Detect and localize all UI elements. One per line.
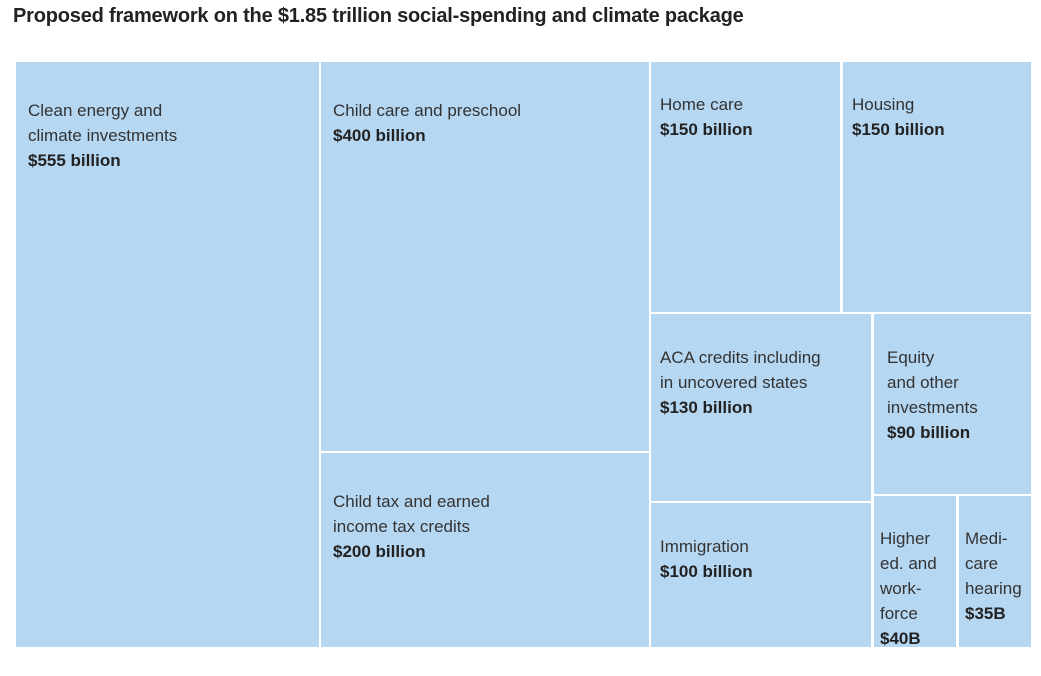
tile-equity: Equity and other investments $90 billion — [874, 314, 1031, 494]
tile-category: Equity and other investments — [887, 348, 978, 417]
tile-category: Higher ed. and work- force — [880, 529, 937, 623]
treemap: Clean energy and climate investments $55… — [16, 62, 1031, 648]
tile-value: $555 billion — [28, 151, 121, 170]
tile-clean-energy: Clean energy and climate investments $55… — [16, 62, 319, 647]
tile-value: $200 billion — [333, 542, 426, 561]
tile-value: $130 billion — [660, 398, 753, 417]
tile-child-tax-credits: Child tax and earned income tax credits … — [321, 453, 649, 647]
tile-housing: Housing $150 billion — [843, 62, 1031, 312]
tile-category: Home care — [660, 95, 744, 114]
tile-medicare-hearing: Medi- care hearing $35B — [959, 496, 1031, 647]
tile-value: $150 billion — [660, 120, 753, 139]
tile-aca-credits: ACA credits including in uncovered state… — [651, 314, 871, 501]
tile-immigration: Immigration $100 billion — [651, 503, 871, 647]
tile-label: Immigration $100 billion — [660, 509, 753, 609]
tile-category: Child care and preschool — [333, 101, 522, 120]
tile-label: Clean energy and climate investments $55… — [28, 73, 177, 198]
tile-value: $100 billion — [660, 562, 753, 581]
tile-category: Immigration — [660, 537, 749, 556]
tile-value: $400 billion — [333, 126, 426, 145]
tile-label: Equity and other investments $90 billion — [887, 320, 978, 470]
tile-label: Higher ed. and work- force $40B — [880, 501, 937, 676]
tile-category: Medi- care hearing — [965, 529, 1022, 598]
tile-category: Child tax and earned income tax credits — [333, 492, 490, 536]
tile-value: $40B — [880, 629, 921, 648]
tile-label: Medi- care hearing $35B — [965, 501, 1022, 651]
tile-higher-ed: Higher ed. and work- force $40B — [874, 496, 956, 648]
chart-title: Proposed framework on the $1.85 trillion… — [13, 5, 744, 27]
tile-category: Clean energy and climate investments — [28, 101, 178, 145]
tile-value: $90 billion — [887, 423, 971, 442]
tile-value: $35B — [965, 604, 1006, 623]
tile-label: ACA credits including in uncovered state… — [660, 320, 821, 445]
tile-home-care: Home care $150 billion — [651, 62, 840, 312]
tile-value: $150 billion — [852, 120, 945, 139]
tile-label: Child care and preschool $400 billion — [333, 73, 521, 173]
tile-category: Housing — [852, 95, 915, 114]
tile-label: Home care $150 billion — [660, 67, 753, 167]
tile-child-care: Child care and preschool $400 billion — [321, 62, 649, 451]
tile-label: Housing $150 billion — [852, 67, 945, 167]
tile-label: Child tax and earned income tax credits … — [333, 464, 490, 589]
tile-category: ACA credits including in uncovered state… — [660, 348, 821, 392]
